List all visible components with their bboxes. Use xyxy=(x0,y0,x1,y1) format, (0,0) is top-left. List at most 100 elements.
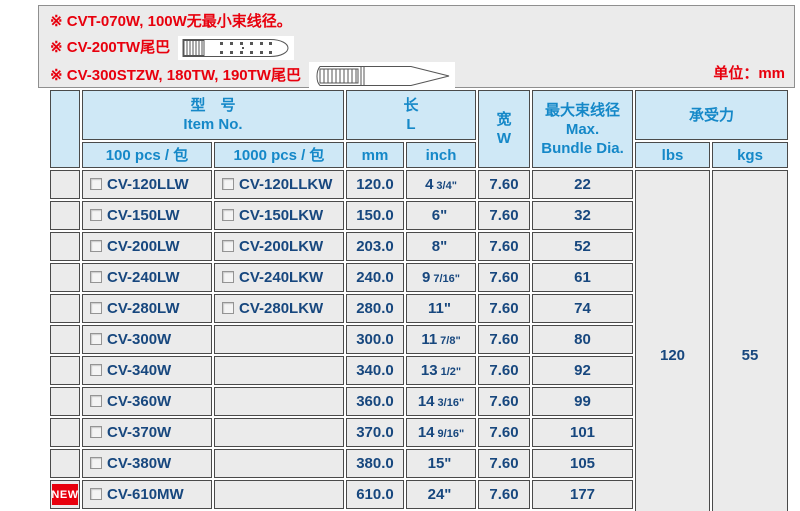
length-mm-cell: 380.0 xyxy=(346,449,404,478)
width-cell: 7.60 xyxy=(478,294,531,323)
header-row-1: 型 号 Item No. 长 L 宽 W 最大束线径 Max. Bundle D… xyxy=(50,90,789,168)
item-checkbox[interactable] xyxy=(222,240,234,252)
header-width-zh: 宽 xyxy=(496,111,512,128)
item-checkbox[interactable] xyxy=(222,271,234,283)
table-row: NEW CV-380W 380.0 15" 7.60 105 xyxy=(50,449,788,478)
table-row: NEW CV-280LW CV-280LKW 280.0 11" 7.60 74 xyxy=(50,294,788,323)
table-row: NEW CV-150LW CV-150LKW 150.0 6" 7.60 32 xyxy=(50,201,788,230)
row-margin-cell: NEW xyxy=(50,201,80,230)
length-mm-cell: 120.0 xyxy=(346,170,404,199)
table-row: NEW CV-240LW CV-240LKW 240.0 97/16" 7.60… xyxy=(50,263,788,292)
item-cell-1000pcs: CV-240LKW xyxy=(214,263,344,292)
item-checkbox[interactable] xyxy=(90,488,102,500)
note-line-2-text: ※ CV-200TW尾巴 xyxy=(50,39,171,56)
row-margin-cell: NEW xyxy=(50,387,80,416)
width-cell: 7.60 xyxy=(478,480,531,509)
item-checkbox[interactable] xyxy=(90,364,102,376)
cable-tie-tail-illustration-cv300stzw xyxy=(308,62,455,90)
new-badge: NEW xyxy=(51,484,78,505)
item-label: CV-240LKW xyxy=(239,269,324,286)
header-bundle-dia: 最大束线径 Max. Bundle Dia. xyxy=(532,90,634,168)
item-label: CV-200LKW xyxy=(239,238,324,255)
item-cell-100pcs: CV-360W xyxy=(82,387,212,416)
table-row: NEW CV-340W 340.0 131/2" 7.60 92 xyxy=(50,356,788,385)
item-label: CV-150LKW xyxy=(239,207,324,224)
item-cell-1000pcs xyxy=(214,480,344,509)
inch-main: 8" xyxy=(431,238,448,255)
item-label: CV-340W xyxy=(107,362,172,379)
cable-tie-icon xyxy=(180,37,292,59)
inch-main: 4 xyxy=(425,176,434,193)
length-inch-cell: 6" xyxy=(406,201,477,230)
item-cell-1000pcs: CV-280LKW xyxy=(214,294,344,323)
item-checkbox[interactable] xyxy=(90,426,102,438)
inch-fraction: 9/16" xyxy=(437,428,465,440)
item-checkbox[interactable] xyxy=(90,333,102,345)
width-cell: 7.60 xyxy=(478,449,531,478)
header-length: 长 L xyxy=(346,90,477,140)
bundle-dia-cell: 80 xyxy=(532,325,634,354)
item-cell-100pcs: CV-120LLW xyxy=(82,170,212,199)
table-body: 型 号 Item No. 长 L 宽 W 最大束线径 Max. Bundle D… xyxy=(50,90,789,511)
header-pack-100: 100 pcs / 包 xyxy=(82,142,212,168)
length-mm-cell: 340.0 xyxy=(346,356,404,385)
length-inch-cell: 14 3/16" xyxy=(406,387,477,416)
item-checkbox[interactable] xyxy=(90,302,102,314)
header-kgs: kgs xyxy=(712,142,789,168)
item-checkbox[interactable] xyxy=(90,271,102,283)
bundle-dia-cell: 101 xyxy=(532,418,634,447)
item-cell-100pcs: CV-370W xyxy=(82,418,212,447)
inch-main: 13 xyxy=(420,362,438,379)
item-label: CV-280LKW xyxy=(239,300,324,317)
load-kgs-value: 55 xyxy=(712,170,789,511)
item-cell-100pcs: CV-280LW xyxy=(82,294,212,323)
length-mm-cell: 610.0 xyxy=(346,480,404,509)
item-label: CV-280LW xyxy=(107,300,180,317)
item-checkbox[interactable] xyxy=(222,302,234,314)
header-width-en: W xyxy=(496,130,512,147)
note-line-2: ※ CV-200TW尾巴 xyxy=(50,36,295,60)
item-cell-100pcs: CV-610MW xyxy=(82,480,212,509)
row-margin-cell: NEW xyxy=(50,449,80,478)
length-mm-cell: 280.0 xyxy=(346,294,404,323)
inch-fraction: 3/4" xyxy=(436,180,457,192)
inch-fraction: 7/16" xyxy=(433,273,460,285)
length-mm-cell: 300.0 xyxy=(346,325,404,354)
width-cell: 7.60 xyxy=(478,387,531,416)
header-width: 宽 W xyxy=(478,90,531,168)
table-row: NEW CV-360W 360.0 143/16" 7.60 99 xyxy=(50,387,788,416)
item-label: CV-120LLKW xyxy=(239,176,333,193)
length-inch-cell: 15" xyxy=(406,449,477,478)
item-label: CV-200LW xyxy=(107,238,180,255)
inch-main: 24" xyxy=(427,486,452,503)
inch-main: 11" xyxy=(428,300,451,317)
item-checkbox[interactable] xyxy=(90,395,102,407)
header-bundle-en1: Max. xyxy=(565,120,600,138)
inch-main: 14 xyxy=(417,424,435,441)
item-checkbox[interactable] xyxy=(222,178,234,190)
length-inch-cell: 11 7/8" xyxy=(406,325,477,354)
item-checkbox[interactable] xyxy=(90,209,102,221)
bundle-dia-cell: 52 xyxy=(532,232,634,261)
length-inch-cell: 8" xyxy=(406,232,477,261)
header-length-en: L xyxy=(406,116,416,133)
item-label: CV-300W xyxy=(107,331,172,348)
inch-fraction: 3/16" xyxy=(437,397,465,409)
header-item-no: 型 号 Item No. xyxy=(82,90,344,140)
item-cell-100pcs: CV-380W xyxy=(82,449,212,478)
item-checkbox[interactable] xyxy=(90,178,102,190)
bundle-dia-cell: 32 xyxy=(532,201,634,230)
item-checkbox[interactable] xyxy=(90,457,102,469)
item-checkbox[interactable] xyxy=(222,209,234,221)
cable-tie-tail-illustration-cv200tw xyxy=(178,36,295,60)
header-margin-cell xyxy=(50,90,80,168)
header-load: 承受力 xyxy=(635,90,789,140)
item-label: CV-370W xyxy=(107,424,172,441)
note-line-1-text: ※ CVT-070W, 100W无最小束线径。 xyxy=(50,13,292,30)
bundle-dia-cell: 105 xyxy=(532,449,634,478)
row-margin-cell: NEW xyxy=(50,480,80,509)
item-checkbox[interactable] xyxy=(90,240,102,252)
inch-fraction: 7/8" xyxy=(440,335,461,347)
header-item-no-en: Item No. xyxy=(183,116,243,133)
